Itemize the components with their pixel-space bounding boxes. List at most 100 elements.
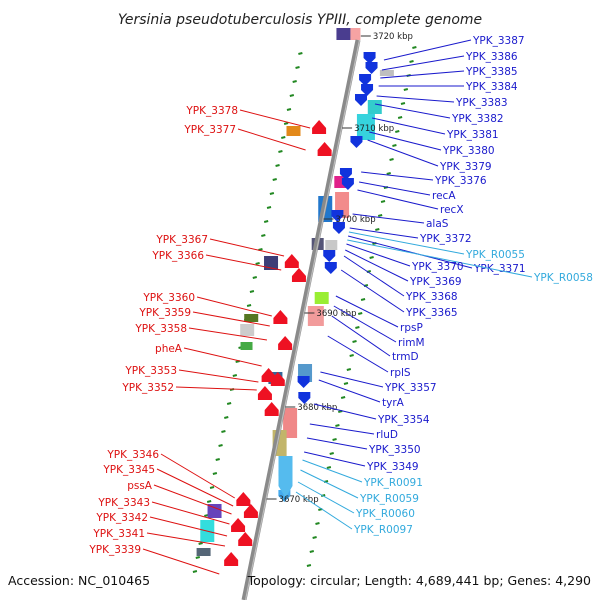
gene-label: YPK_3380	[442, 145, 495, 157]
leader-line	[178, 369, 259, 383]
gene-label: YPK_3370	[411, 261, 464, 273]
tick-dash	[312, 536, 317, 539]
leader-line	[153, 484, 232, 515]
tick-dash	[261, 234, 266, 237]
tick-dash	[295, 66, 300, 69]
tick-dash	[221, 430, 226, 433]
gene-label: recA	[432, 190, 456, 202]
feature-box	[379, 70, 394, 76]
gene-label: YPK_3357	[384, 382, 437, 394]
feature-box	[350, 28, 361, 40]
tick-dash	[206, 500, 212, 503]
gene-label: YPK_3368	[405, 291, 458, 303]
leader-line	[313, 403, 377, 420]
gene-label: YPK_3339	[88, 544, 141, 556]
reverse-gene-arrow	[231, 518, 246, 532]
gene-label: YPK_3372	[419, 233, 472, 245]
map-title: Yersinia pseudotuberculosis YPIII, compl…	[118, 12, 482, 28]
forward-gene-arrow	[339, 168, 352, 180]
feature-box	[356, 114, 375, 140]
tick-dash	[232, 374, 238, 377]
leader-line	[331, 315, 391, 357]
feature-box	[367, 100, 382, 114]
leader-line	[209, 238, 285, 257]
tick-dash	[375, 228, 380, 231]
gene-label: YPK_3384	[465, 81, 518, 93]
gene-label: YPK_R0055	[465, 249, 525, 261]
gene-label: YPK_R0059	[359, 493, 419, 505]
tick-dash	[224, 416, 229, 419]
reverse-gene-arrow	[278, 336, 293, 350]
gene-label: YPK_3342	[95, 512, 148, 524]
gene-label: YPK_3359	[138, 307, 191, 319]
forward-gene-arrow	[332, 222, 345, 234]
tick-dash	[355, 326, 360, 329]
forward-gene-arrow	[365, 62, 378, 74]
right-labels: YPK_3387 YPK_3386 YPK_3385 YPK_3384 YPK_3383…	[295, 35, 593, 536]
tick-dash	[246, 304, 252, 307]
leader-line	[381, 55, 465, 71]
reverse-gene-arrow	[273, 310, 288, 324]
leader-line	[142, 548, 220, 575]
backbone-highlight	[244, 39, 361, 600]
leader-line	[309, 423, 375, 435]
gene-label: YPK_3386	[465, 51, 518, 63]
tick-dash	[360, 298, 366, 301]
gene-label: YPK_3343	[97, 497, 150, 509]
tick-dash	[340, 396, 346, 399]
gene-label: YPK_R0097	[353, 524, 413, 536]
leader-line	[196, 296, 272, 317]
gene-features	[196, 28, 394, 566]
tick-dash	[252, 276, 258, 279]
tick-dash	[198, 542, 203, 545]
tick-dash	[352, 340, 357, 343]
leader-line	[192, 311, 270, 327]
leader-line	[347, 239, 533, 278]
leader-line	[149, 516, 228, 537]
leader-line	[183, 347, 262, 367]
leader-line	[175, 386, 257, 391]
kbp-label: 3680 kbp	[297, 403, 337, 413]
leader-line	[333, 305, 397, 343]
leader-line	[304, 451, 366, 467]
gene-label: YPK_3354	[377, 414, 430, 426]
feature-box	[240, 342, 253, 350]
leader-line	[376, 95, 455, 103]
feature-box	[314, 292, 329, 304]
tick-dash	[329, 452, 334, 455]
gene-label: YPK_3353	[124, 365, 177, 377]
kbp-label: 3720 kbp	[373, 32, 413, 42]
gene-label: rimM	[398, 337, 425, 349]
reverse-gene-arrow	[291, 268, 306, 282]
tick-dash	[386, 172, 391, 175]
feature-box	[196, 548, 211, 556]
feature-box	[240, 324, 255, 336]
feature-box	[336, 28, 351, 40]
gene-label: YPK_3381	[446, 129, 499, 141]
left-labels: YPK_3378 YPK_3377 YPK_3367 YPK_3366 YPK_3360…	[88, 105, 311, 575]
gene-label: rplS	[390, 367, 411, 379]
leader-line	[239, 109, 311, 129]
tick-dash	[195, 556, 201, 559]
leader-line	[335, 295, 399, 328]
gene-label: YPK_3360	[142, 292, 195, 304]
tick-dash	[335, 424, 340, 427]
leader-line	[306, 437, 368, 450]
reverse-gene-arrow	[236, 492, 251, 506]
leader-line	[297, 481, 355, 514]
kbp-label: 3700 kbp	[336, 215, 376, 225]
forward-gene-arrow	[298, 392, 311, 404]
tick-dash	[409, 60, 414, 63]
gene-label: YPK_3346	[106, 449, 159, 461]
gene-label: YPK_3371	[473, 263, 526, 275]
forward-gene-arrow	[359, 74, 372, 86]
tick-dash	[263, 220, 269, 223]
forward-gene-arrow	[324, 262, 337, 274]
tick-dash	[226, 402, 232, 405]
tick-dash	[266, 206, 272, 209]
tick-dash	[272, 178, 277, 181]
leader-line	[188, 327, 268, 341]
leader-line	[352, 213, 425, 224]
tick-dash	[357, 312, 363, 315]
